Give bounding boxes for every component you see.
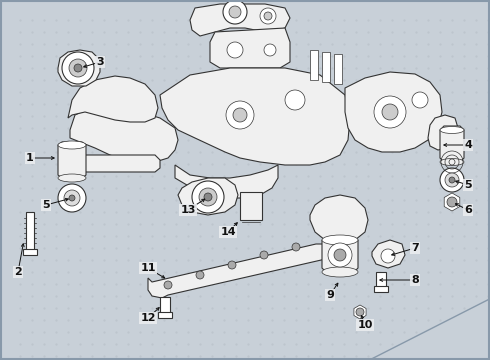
Circle shape [334, 249, 346, 261]
Text: 6: 6 [464, 205, 472, 215]
Circle shape [447, 197, 457, 207]
Ellipse shape [440, 158, 464, 166]
Polygon shape [322, 240, 358, 272]
Circle shape [445, 173, 459, 187]
Bar [334, 54, 342, 84]
Circle shape [164, 281, 172, 289]
Bar [374, 286, 388, 292]
Bar [26, 212, 34, 252]
Polygon shape [58, 50, 100, 86]
Circle shape [229, 6, 241, 18]
Circle shape [412, 92, 428, 108]
Text: 12: 12 [140, 313, 156, 323]
Ellipse shape [58, 174, 86, 182]
Circle shape [223, 0, 247, 24]
Circle shape [292, 243, 300, 251]
Bar [376, 272, 386, 290]
Circle shape [382, 104, 398, 120]
Circle shape [226, 101, 254, 129]
Circle shape [381, 249, 395, 263]
Polygon shape [175, 165, 278, 198]
Ellipse shape [322, 267, 358, 277]
Polygon shape [440, 126, 464, 162]
Circle shape [227, 42, 243, 58]
Bar [160, 297, 170, 315]
Bar [322, 52, 330, 82]
Circle shape [58, 184, 86, 212]
Circle shape [356, 308, 364, 316]
Bar [240, 192, 262, 220]
Bar [310, 50, 318, 80]
Circle shape [69, 59, 87, 77]
Bar [158, 312, 172, 318]
Circle shape [285, 90, 305, 110]
Polygon shape [354, 305, 366, 319]
Circle shape [440, 168, 464, 192]
Circle shape [69, 195, 75, 201]
Bar [23, 249, 37, 255]
Polygon shape [368, 298, 490, 360]
Circle shape [74, 64, 82, 72]
Text: 10: 10 [357, 320, 373, 330]
Circle shape [264, 44, 276, 56]
Text: 3: 3 [96, 57, 104, 67]
Polygon shape [372, 240, 405, 268]
Polygon shape [178, 178, 238, 215]
Text: 4: 4 [464, 140, 472, 150]
Text: 2: 2 [14, 267, 22, 277]
Ellipse shape [322, 235, 358, 245]
Text: 8: 8 [411, 275, 419, 285]
Circle shape [196, 271, 204, 279]
Polygon shape [68, 76, 158, 122]
Circle shape [264, 12, 272, 20]
Circle shape [374, 96, 406, 128]
Circle shape [260, 251, 268, 259]
Text: 14: 14 [220, 227, 236, 237]
Circle shape [199, 188, 217, 206]
Ellipse shape [58, 141, 86, 149]
Text: 5: 5 [42, 200, 50, 210]
Text: 1: 1 [26, 153, 34, 163]
Circle shape [204, 193, 212, 201]
Polygon shape [70, 108, 178, 163]
Circle shape [64, 190, 80, 206]
Polygon shape [58, 142, 86, 178]
Polygon shape [190, 4, 290, 36]
Circle shape [260, 8, 276, 24]
Text: 7: 7 [411, 243, 419, 253]
Ellipse shape [440, 126, 464, 134]
Circle shape [228, 261, 236, 269]
Polygon shape [160, 68, 350, 165]
Circle shape [233, 108, 247, 122]
Circle shape [192, 181, 224, 213]
Circle shape [449, 177, 455, 183]
Polygon shape [428, 115, 458, 150]
Text: 5: 5 [464, 180, 472, 190]
Polygon shape [210, 28, 290, 68]
Polygon shape [345, 72, 442, 152]
Text: 13: 13 [180, 205, 196, 215]
Text: 11: 11 [140, 263, 156, 273]
Text: 9: 9 [326, 290, 334, 300]
Polygon shape [82, 155, 160, 172]
Polygon shape [444, 193, 460, 211]
Circle shape [62, 52, 94, 84]
Circle shape [328, 243, 352, 267]
Polygon shape [148, 244, 332, 298]
Polygon shape [310, 195, 368, 243]
